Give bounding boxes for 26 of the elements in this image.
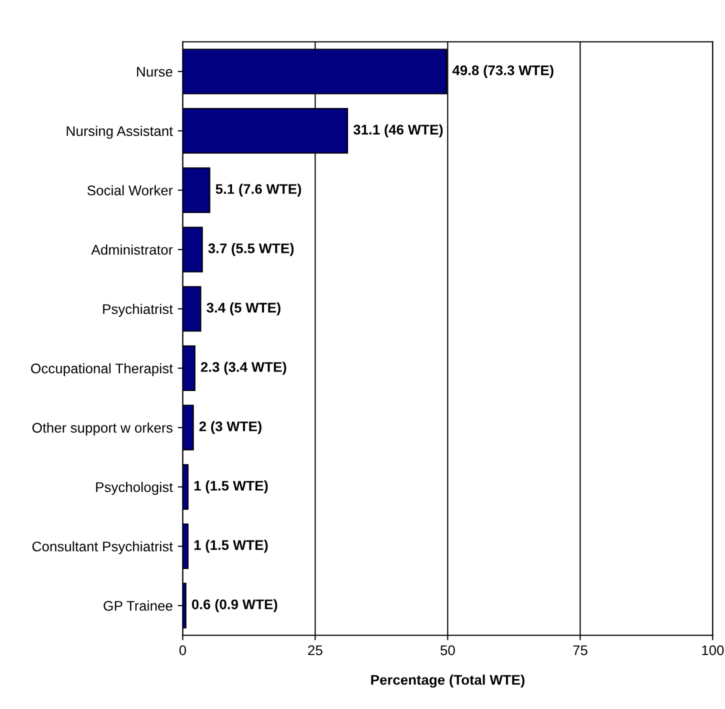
y-tick-label: Occupational Therapist	[31, 363, 173, 376]
y-tick-label: Social Worker	[87, 185, 173, 196]
y-tick-label: Other support w orkers	[32, 422, 172, 436]
x-tick-label: 0	[179, 645, 186, 656]
data-label: 0.6 (0.9 WTE)	[192, 599, 278, 612]
data-label: 3.4 (5 WTE)	[206, 302, 280, 316]
data-label: 31.1 (46 WTE)	[353, 124, 443, 138]
x-axis-title: Percentage (Total WTE)	[371, 674, 524, 688]
x-tick-label: 100	[702, 645, 724, 656]
data-label: 2 (3 WTE)	[199, 421, 262, 434]
data-label: 2.3 (3.4 WTE)	[200, 362, 286, 375]
data-label: 49.8 (73.3 WTE)	[452, 65, 554, 78]
y-tick-label: Administrator	[91, 244, 173, 255]
x-tick-label: 75	[573, 645, 588, 656]
x-tick-label: 50	[440, 645, 455, 656]
data-label: 5.1 (7.6 WTE)	[216, 184, 302, 197]
data-label: 1 (1.5 WTE)	[194, 540, 268, 553]
y-tick-label: Consultant Psychiatrist	[32, 541, 173, 554]
y-tick-label: GP Trainee	[104, 600, 172, 611]
y-tick-label: Psychiatrist	[103, 304, 173, 317]
y-tick-label: Psychologist	[96, 482, 173, 495]
y-tick-label: Nursing Assistant	[66, 126, 173, 139]
data-label: 3.7 (5.5 WTE)	[208, 243, 294, 256]
data-label: 1 (1.5 WTE)	[194, 480, 268, 494]
y-tick-label: Nurse	[137, 66, 172, 77]
x-tick-label: 25	[308, 645, 322, 656]
